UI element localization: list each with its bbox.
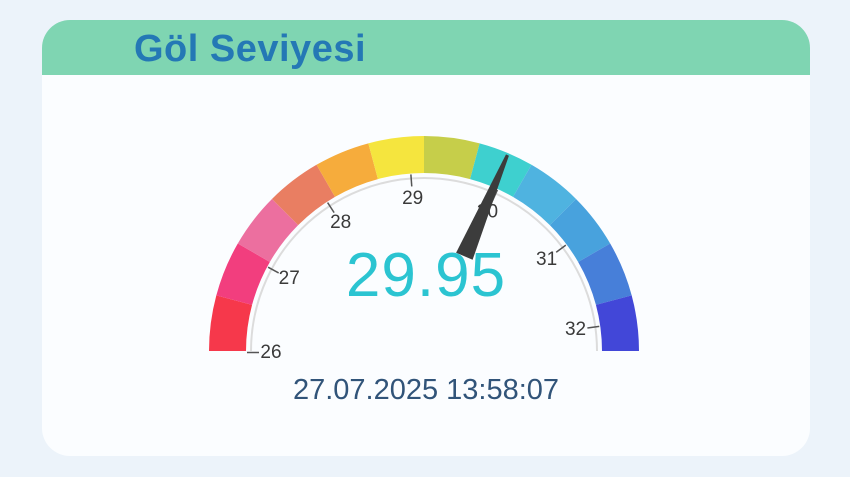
- gauge-tick-mark: [267, 266, 280, 274]
- gauge-segment: [578, 243, 632, 305]
- gauge-chart: 26272829303132: [209, 136, 639, 363]
- gauge-tick-label: 28: [330, 212, 351, 233]
- gauge-tick-label: 31: [536, 249, 557, 270]
- gauge-segment: [595, 295, 639, 351]
- gauge-value: 29.95: [345, 241, 507, 310]
- gauge-segment: [237, 198, 299, 262]
- gauge-axis-arc: [250, 177, 598, 352]
- gauge-segment: [513, 164, 577, 226]
- gauge-segment: [424, 136, 480, 180]
- gauge-segment: [368, 136, 424, 180]
- gauge-segment: [271, 164, 335, 226]
- gauge-tick-label: 29: [402, 188, 423, 209]
- timestamp: 27.07.2025 13:58:07: [292, 374, 560, 406]
- gauge-tick-mark: [410, 174, 413, 187]
- gauge-panel: 26272829303132 29.95 27.07.2025 13:58:07: [42, 75, 810, 456]
- gauge-tick-mark: [555, 244, 567, 253]
- card-header: Göl Seviyesi: [42, 20, 810, 75]
- gauge-segment: [209, 295, 253, 351]
- gauge-tick-label: 26: [260, 342, 281, 363]
- gauge-tick-mark: [326, 202, 335, 214]
- card-title: Göl Seviyesi: [134, 28, 367, 70]
- gauge-tick-mark: [587, 325, 600, 329]
- gauge-needle: [456, 154, 509, 260]
- lake-level-card: Göl Seviyesi 26272829303132 29.95 27.07.…: [42, 20, 810, 456]
- gauge-tick-label: 27: [279, 268, 300, 289]
- gauge-segment: [316, 143, 378, 197]
- gauge-tick-label: 32: [565, 319, 586, 340]
- gauge-segment: [216, 243, 270, 305]
- gauge-segment: [549, 198, 611, 262]
